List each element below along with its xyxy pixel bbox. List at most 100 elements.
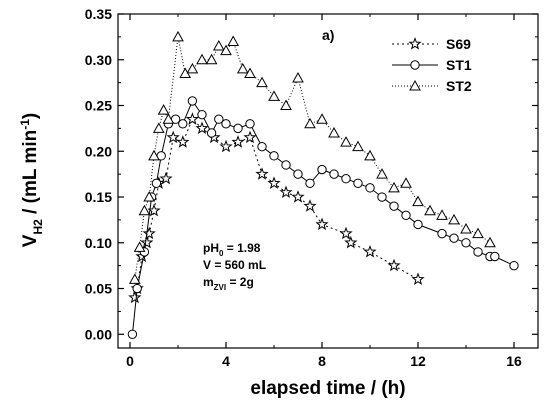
legend: S69 ST1 ST2 xyxy=(392,36,472,94)
data-point-st1 xyxy=(132,283,142,294)
y-tick-label: 0.00 xyxy=(85,326,112,342)
data-point-st2 xyxy=(196,53,208,65)
legend-label: ST2 xyxy=(446,78,472,94)
x-axis-ticks: 0 4 8 12 16 xyxy=(126,14,522,369)
y-axis-title-superscript: -1 xyxy=(18,119,32,130)
data-point-st2 xyxy=(292,72,304,83)
data-point-s69 xyxy=(142,226,156,240)
data-point-st1 xyxy=(197,109,207,120)
data-point-st2 xyxy=(138,204,151,216)
data-point-st2 xyxy=(328,126,340,138)
y-tick-label: 0.10 xyxy=(85,235,112,251)
data-point-st1 xyxy=(187,96,198,106)
y-tick-label: 0.25 xyxy=(85,98,112,114)
data-point-st2 xyxy=(364,149,376,161)
x-tick-label: 4 xyxy=(222,353,230,369)
data-point-st2 xyxy=(352,140,364,152)
data-point-st2 xyxy=(162,113,175,124)
data-point-s69 xyxy=(176,135,190,148)
data-point-st2 xyxy=(424,204,436,216)
annotation-base: pH xyxy=(203,241,219,255)
data-point-st2 xyxy=(436,209,448,220)
data-point-st2 xyxy=(220,44,232,56)
plot-frame xyxy=(117,13,539,349)
annotation-base: m xyxy=(203,275,214,289)
annotation-line: V = 560 mL xyxy=(203,258,266,272)
series-st1 xyxy=(127,96,519,339)
data-point-st2 xyxy=(340,136,352,147)
data-point-s69 xyxy=(363,244,377,258)
data-point-s69 xyxy=(185,112,199,125)
y-axis-title-unit-open: / (mL min xyxy=(20,130,41,219)
data-point-s69 xyxy=(344,235,358,249)
y-tick-label: 0.05 xyxy=(85,281,112,297)
data-point-s69 xyxy=(219,139,233,153)
series-line-st1 xyxy=(131,99,515,335)
data-point-st2 xyxy=(316,113,328,124)
annotation-subscript: 0 xyxy=(219,249,224,258)
series-line-st2 xyxy=(134,36,491,280)
data-point-st1 xyxy=(341,174,351,184)
y-axis-ticks: 0.00 0.05 0.10 0.15 0.20 0.25 0.30 0.35 xyxy=(85,6,538,342)
annotation-value: = 2g xyxy=(226,275,254,289)
data-point-st2 xyxy=(448,213,460,225)
x-axis-title: elapsed time / (h) xyxy=(250,378,405,399)
data-point-st2 xyxy=(472,227,484,239)
legend-marker xyxy=(408,37,422,50)
data-point-st2 xyxy=(484,236,496,248)
data-point-st2 xyxy=(460,223,472,234)
data-point-st1 xyxy=(365,183,375,193)
data-point-s69 xyxy=(315,217,329,231)
legend-label: ST1 xyxy=(446,57,472,73)
data-point-st1 xyxy=(461,238,471,248)
data-point-s69 xyxy=(279,185,293,199)
data-point-st2 xyxy=(236,62,249,74)
annotation-subscript: ZVI xyxy=(214,283,226,292)
data-point-st1 xyxy=(509,260,519,271)
data-point-st1 xyxy=(281,160,291,170)
annotation-line: pH0 = 1.98 xyxy=(203,241,261,258)
data-point-st2 xyxy=(376,168,388,179)
data-point-st1 xyxy=(490,251,500,262)
y-axis-title-prefix: V xyxy=(20,234,41,247)
data-point-st2 xyxy=(152,122,165,133)
y-axis-title: VH2 / (mL min-1) xyxy=(18,113,45,247)
y-axis-title-subscript: H2 xyxy=(31,219,45,235)
x-tick-label: 0 xyxy=(126,353,134,369)
data-point-st1 xyxy=(449,233,459,243)
data-point-st1 xyxy=(293,169,303,179)
data-point-st1 xyxy=(353,178,363,188)
data-point-st1 xyxy=(151,178,162,188)
data-point-st1 xyxy=(206,128,217,138)
data-point-st1 xyxy=(269,151,279,161)
annotation-base: V = 560 mL xyxy=(203,258,266,272)
data-point-s69 xyxy=(140,235,154,249)
data-point-s69 xyxy=(387,258,401,272)
y-tick-label: 0.15 xyxy=(85,189,112,205)
data-point-st1 xyxy=(305,178,315,188)
series-line-s69 xyxy=(134,118,419,298)
data-point-st2 xyxy=(157,104,170,115)
data-point-st1 xyxy=(413,219,423,230)
series-layer xyxy=(127,30,519,339)
data-point-st1 xyxy=(317,164,327,175)
y-tick-label: 0.20 xyxy=(85,143,112,159)
data-point-st1 xyxy=(329,169,339,179)
data-point-st2 xyxy=(133,241,146,252)
data-point-st1 xyxy=(214,114,224,124)
data-point-st2 xyxy=(227,35,240,46)
data-point-st2 xyxy=(143,190,156,202)
legend-marker xyxy=(410,60,420,70)
data-point-st1 xyxy=(178,119,188,129)
data-point-st1 xyxy=(221,119,231,129)
data-point-st2 xyxy=(186,62,199,74)
legend-label: S69 xyxy=(446,36,471,52)
data-point-s69 xyxy=(291,190,305,203)
x-tick-label: 12 xyxy=(410,353,426,369)
annotation-value: = 1.98 xyxy=(223,241,260,255)
data-point-st2 xyxy=(244,67,256,78)
annotation-line: mZVI = 2g xyxy=(203,275,254,292)
data-point-st2 xyxy=(128,273,141,284)
y-tick-label: 0.30 xyxy=(85,52,112,68)
